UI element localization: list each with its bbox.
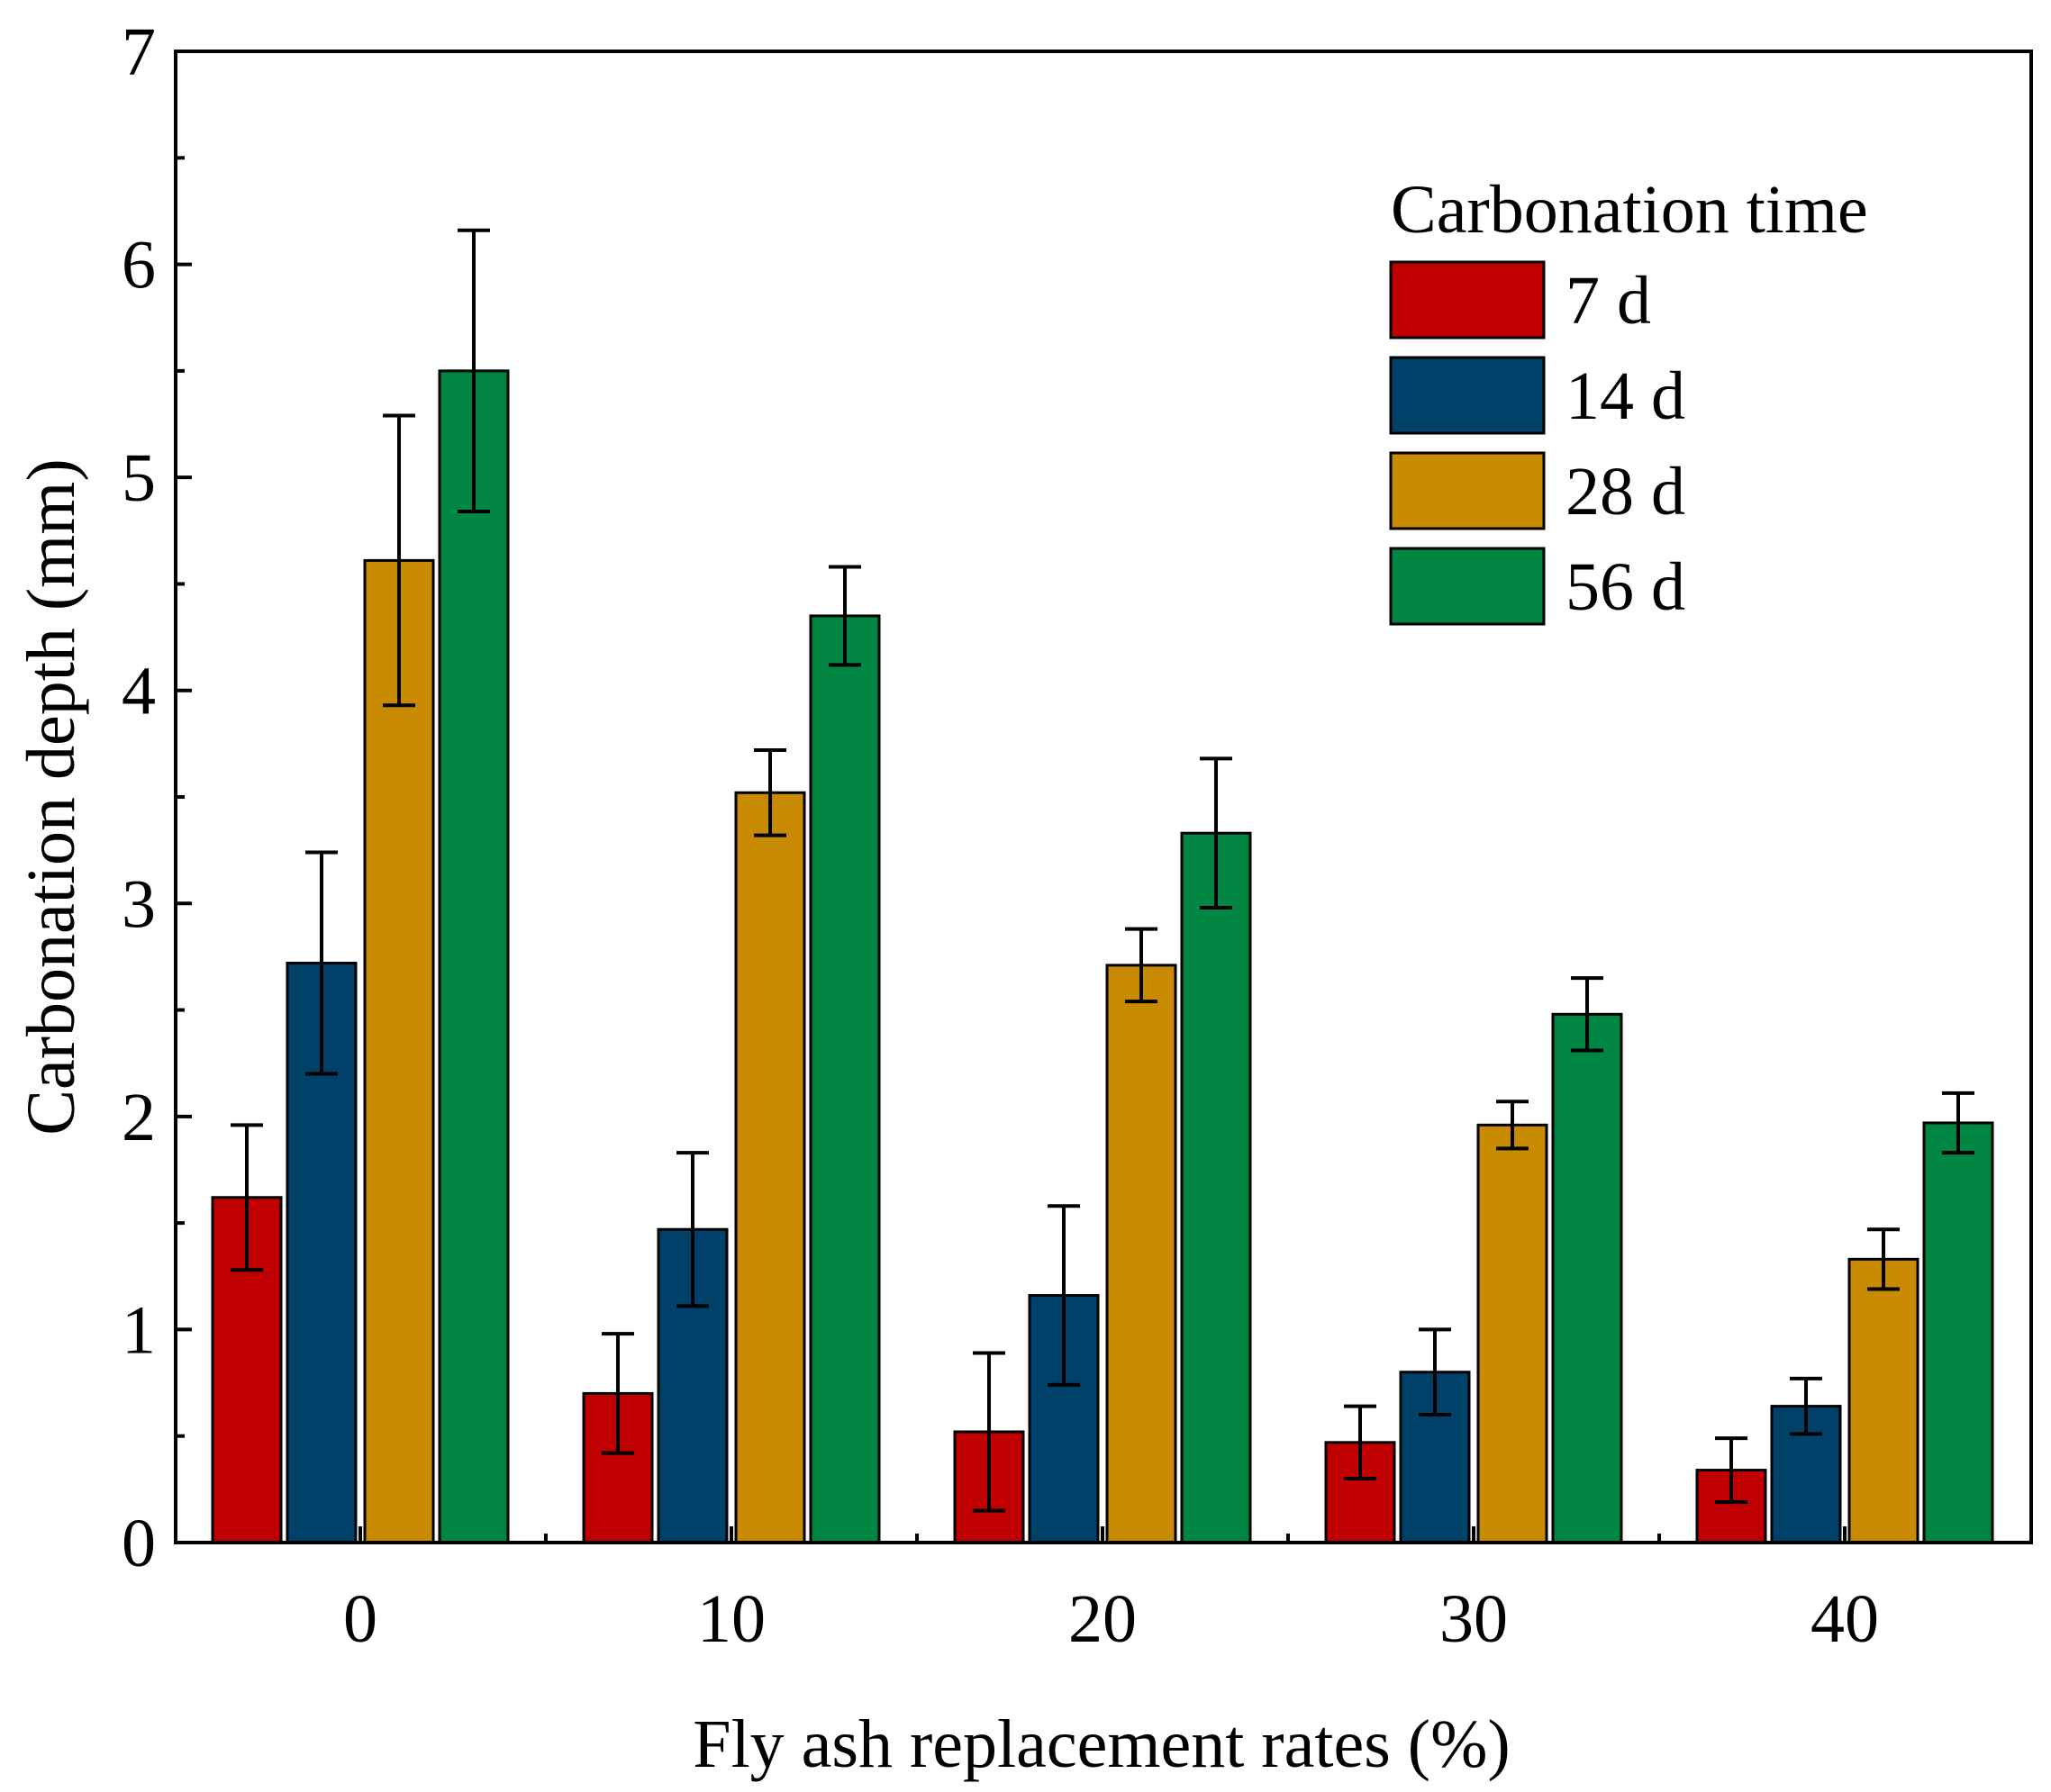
x-tick-label: 40 (1811, 1581, 1879, 1657)
bar-28d-20 (1105, 964, 1177, 1544)
error-bar-28d-20 (1125, 927, 1157, 1004)
error-bar-14d-10 (676, 1151, 709, 1308)
bar-56d-10 (809, 614, 881, 1544)
x-tick-label: 0 (343, 1581, 377, 1657)
bar-28d-0 (363, 558, 435, 1544)
error-bar-7d-0 (231, 1123, 263, 1272)
error-bar-7d-30 (1344, 1404, 1376, 1481)
error-bars-layer (231, 228, 1974, 1513)
error-bar-14d-20 (1048, 1204, 1080, 1387)
legend-label: 7 d (1565, 263, 1651, 339)
y-tick-label: 4 (122, 654, 156, 729)
y-tick-label: 7 (122, 14, 156, 90)
error-bar-56d-0 (458, 228, 490, 513)
bar-56d-30 (1551, 1012, 1623, 1544)
legend-title: Carbonation time (1391, 172, 1868, 248)
error-bar-7d-40 (1715, 1436, 1747, 1505)
y-tick-label: 0 (122, 1506, 156, 1581)
legend-item-14d: 14 d (1389, 356, 1685, 435)
x-tick-label: 10 (697, 1581, 766, 1657)
x-tick-label: 20 (1068, 1581, 1137, 1657)
error-bar-28d-10 (754, 747, 786, 837)
error-bar-56d-10 (829, 565, 861, 667)
bar-28d-30 (1476, 1123, 1548, 1544)
legend-label: 14 d (1565, 358, 1685, 434)
legend-item-7d: 7 d (1389, 260, 1651, 339)
error-bar-14d-40 (1790, 1376, 1822, 1436)
bar-56d-40 (1922, 1121, 1994, 1544)
bar-28d-40 (1847, 1257, 1919, 1544)
bars-layer (211, 369, 1994, 1544)
legend: Carbonation time 7 d 14 d 28 d 56 d (1389, 172, 1868, 626)
error-bar-14d-30 (1419, 1327, 1451, 1417)
legend-swatch (1389, 547, 1546, 626)
error-bar-7d-20 (973, 1351, 1005, 1513)
ticks-layer: 0 1 2 3 4 5 6 7 0 10 20 30 40 (122, 14, 1879, 1657)
y-tick-label: 5 (122, 440, 156, 516)
bar-56d-20 (1180, 831, 1252, 1544)
legend-swatch (1389, 356, 1546, 435)
y-tick-label: 6 (122, 228, 156, 303)
bar-7d-30 (1324, 1441, 1396, 1544)
error-bar-56d-40 (1942, 1091, 1974, 1155)
legend-swatch (1389, 451, 1546, 530)
error-bar-7d-10 (602, 1332, 634, 1455)
legend-item-56d: 56 d (1389, 547, 1685, 626)
legend-item-28d: 28 d (1389, 451, 1685, 530)
error-bar-14d-0 (305, 850, 338, 1076)
error-bar-56d-30 (1571, 976, 1603, 1053)
error-bar-56d-20 (1200, 756, 1232, 910)
x-tick-label: 30 (1439, 1581, 1508, 1657)
bar-28d-10 (734, 791, 806, 1544)
x-axis-title: Fly ash replacement rates (%) (693, 1706, 1510, 1782)
legend-label: 28 d (1565, 454, 1685, 529)
legend-swatch (1389, 260, 1546, 339)
y-tick-label: 2 (122, 1080, 156, 1155)
error-bar-28d-0 (383, 413, 415, 708)
error-bar-28d-30 (1496, 1100, 1529, 1151)
bar-56d-0 (438, 369, 510, 1544)
legend-items: 7 d 14 d 28 d 56 d (1389, 260, 1685, 626)
y-tick-label: 1 (122, 1292, 156, 1368)
legend-label: 56 d (1565, 549, 1685, 625)
y-axis-title: Carbonation depth (mm) (14, 458, 89, 1135)
error-bar-28d-40 (1867, 1227, 1900, 1291)
y-tick-label: 3 (122, 866, 156, 942)
